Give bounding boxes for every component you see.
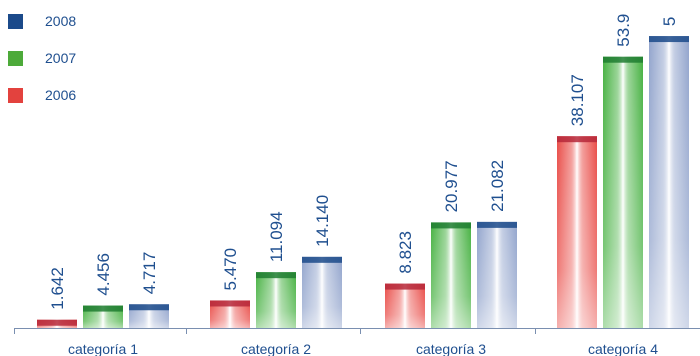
value-label-2008-cat2: 14.140 [313, 195, 332, 247]
bar-cap [431, 222, 471, 229]
bar-cap [210, 300, 250, 307]
category-label-3: categoría 3 [416, 341, 486, 356]
bar-cap [129, 304, 169, 311]
value-label-2006-cat2: 5.470 [221, 248, 240, 291]
chart-legend: 2008 2007 2006 [8, 12, 76, 123]
bar-cap [477, 221, 517, 228]
value-label-2008-cat3: 21.082 [488, 160, 507, 212]
value-label-2006-cat3: 8.823 [396, 231, 415, 274]
bar-highlight [431, 222, 471, 328]
legend-swatch-2006 [8, 87, 23, 103]
bar-cap [557, 136, 597, 143]
legend-label-2008: 2008 [45, 13, 77, 29]
legend-item-2007: 2007 [8, 49, 76, 67]
legend-swatch-2008 [8, 13, 23, 29]
value-label-2006-cat1: 1.642 [48, 267, 67, 310]
bar-cap [256, 272, 296, 279]
bar-cap [302, 256, 342, 263]
bar-highlight [256, 272, 296, 328]
category-label-2: categoría 2 [241, 341, 311, 356]
value-label-2007-cat3: 20.977 [442, 160, 461, 212]
bar-cap [37, 319, 77, 326]
legend-label-2007: 2007 [45, 50, 77, 66]
bar-cap [83, 305, 123, 312]
bar-highlight [477, 221, 517, 328]
value-label-2008-cat1: 4.717 [140, 252, 159, 295]
legend-item-2008: 2008 [8, 12, 76, 30]
legend-item-2006: 2006 [8, 86, 76, 104]
value-label-2007-cat2: 11.094 [267, 211, 286, 262]
bar-highlight [603, 56, 643, 328]
value-label-2007-cat1: 4.456 [94, 253, 113, 296]
category-label-4: categoría 4 [588, 341, 658, 356]
legend-swatch-2007 [8, 50, 23, 66]
legend-label-2006: 2006 [45, 87, 77, 103]
bar-cap [385, 283, 425, 290]
value-label-2008-cat4: 5 [660, 17, 679, 26]
bar-highlight [649, 36, 689, 329]
bar-highlight [557, 136, 597, 328]
value-label-2006-cat4: 38.107 [568, 74, 587, 126]
category-label-1: categoría 1 [68, 341, 138, 356]
bar-highlight [385, 283, 425, 328]
bar-cap [649, 36, 689, 43]
bar-cap [603, 56, 643, 63]
bar-highlight [302, 256, 342, 328]
value-label-2007-cat4: 53.9 [614, 14, 633, 47]
